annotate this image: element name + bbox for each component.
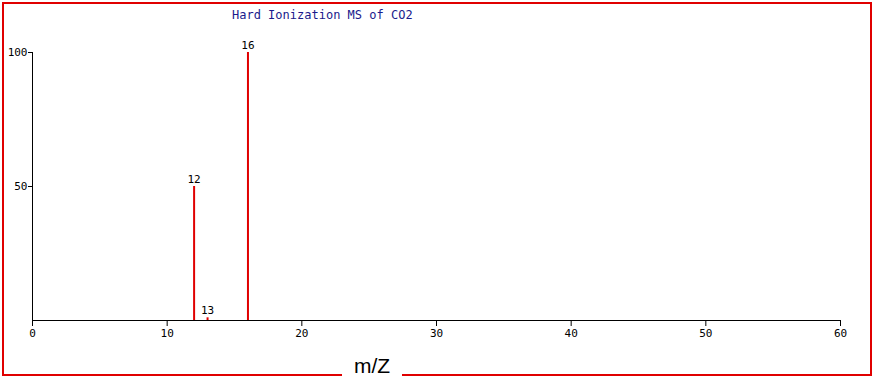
- svg-text:100: 100: [8, 46, 28, 59]
- svg-text:60: 60: [834, 327, 847, 340]
- html-text:Hard Ionization MS of CO2: Hard Ionization MS of CO2: [232, 8, 413, 22]
- html-text:m/Z: m/Z: [353, 354, 391, 377]
- svg-text:40: 40: [565, 327, 578, 340]
- svg-text:30: 30: [430, 327, 443, 340]
- svg-text:16: 16: [241, 39, 254, 52]
- svg-text:50: 50: [14, 180, 27, 193]
- svg-text:50: 50: [699, 327, 712, 340]
- svg-text:12: 12: [187, 173, 200, 186]
- svg-text:20: 20: [295, 327, 308, 340]
- svg-text:13: 13: [201, 304, 214, 317]
- svg-text:0: 0: [29, 327, 36, 340]
- svg-text:10: 10: [161, 327, 174, 340]
